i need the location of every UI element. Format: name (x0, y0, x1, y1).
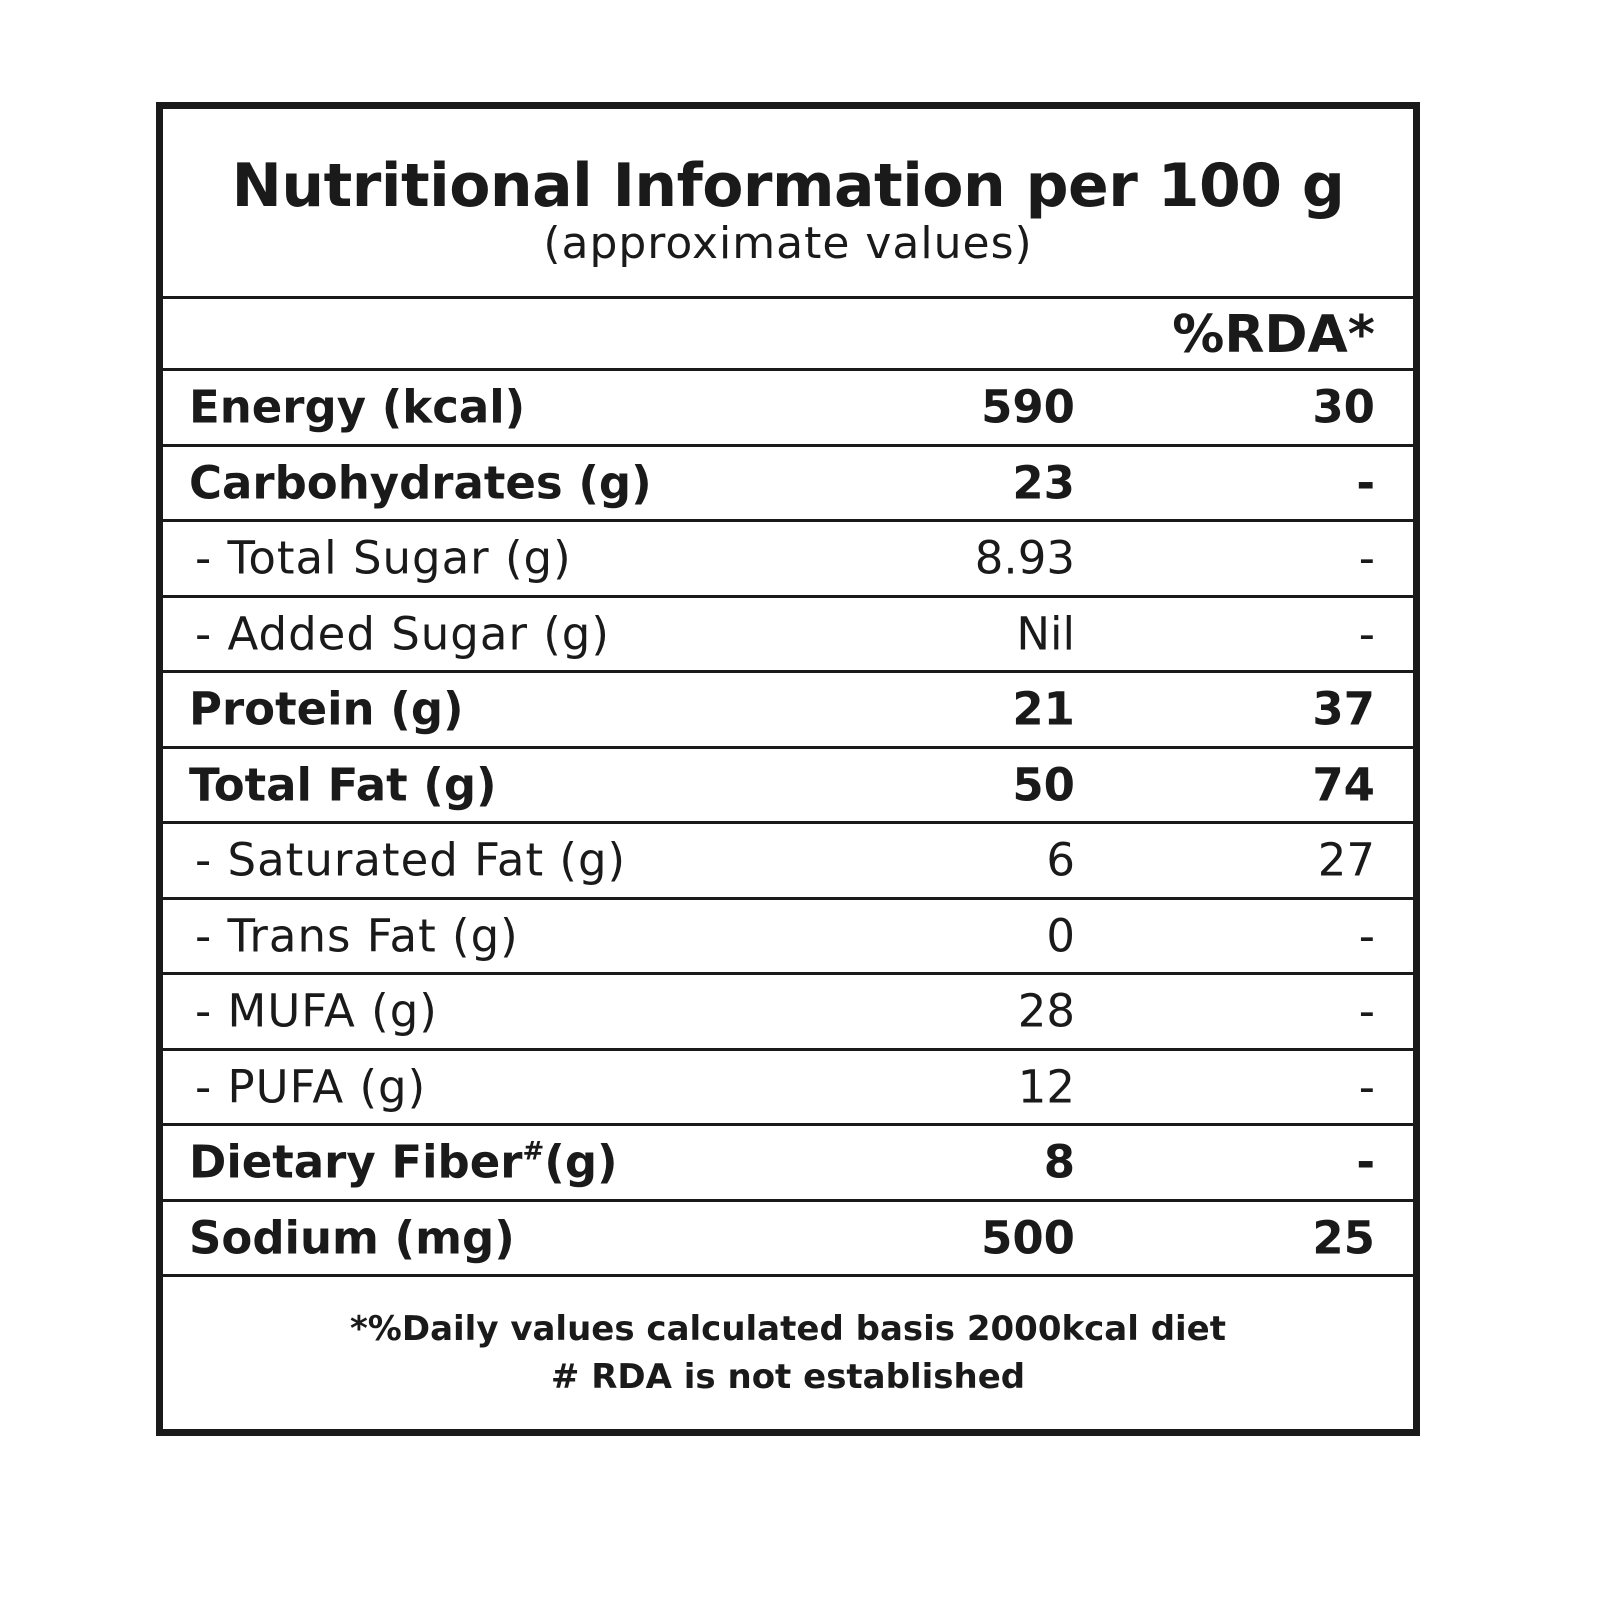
table-row-added-sugar: - Added Sugar (g) Nil - (163, 598, 1413, 673)
nutrient-rda: - (1358, 984, 1375, 1038)
nutrient-amount: 12 (1017, 1060, 1075, 1114)
table-header: Nutritional Information per 100 g (appro… (163, 109, 1413, 299)
nutrient-rda: 30 (1312, 380, 1375, 434)
table-row-dietary-fiber: Dietary Fiber#(g) 8 - (163, 1126, 1413, 1202)
nutrient-rda: 27 (1317, 833, 1375, 887)
nutrient-rda: 74 (1312, 758, 1375, 812)
nutrient-amount: 21 (1012, 682, 1075, 736)
table-row-total-sugar: - Total Sugar (g) 8.93 - (163, 522, 1413, 598)
nutrient-amount: 500 (981, 1211, 1075, 1265)
nutrient-label-unit: (g) (544, 1135, 618, 1189)
table-subtitle: (approximate values) (543, 218, 1033, 269)
nutrient-amount: 8 (1043, 1135, 1075, 1189)
column-header-row: %RDA* (163, 299, 1413, 371)
nutrient-amount: 6 (1046, 833, 1075, 887)
table-row-mufa: - MUFA (g) 28 - (163, 975, 1413, 1051)
rda-column-header: %RDA* (1172, 305, 1375, 365)
footnote-rda: # RDA is not established (550, 1357, 1026, 1397)
nutrient-rda: - (1358, 909, 1375, 963)
table-row-total-fat: Total Fat (g) 50 74 (163, 749, 1413, 824)
nutrition-table: Nutritional Information per 100 g (appro… (156, 102, 1420, 1436)
nutrient-amount: 23 (1012, 456, 1075, 510)
footnote-marker: # (522, 1136, 545, 1167)
table-row-trans-fat: - Trans Fat (g) 0 - (163, 900, 1413, 975)
table-row-saturated-fat: - Saturated Fat (g) 6 27 (163, 824, 1413, 900)
table-row-pufa: - PUFA (g) 12 - (163, 1051, 1413, 1126)
nutrient-label: - PUFA (g) (195, 1060, 427, 1114)
nutrient-label: - MUFA (g) (195, 984, 438, 1038)
nutrient-amount: 8.93 (974, 531, 1075, 585)
nutrient-rda: 37 (1312, 682, 1375, 736)
nutrient-label: Total Fat (g) (189, 758, 497, 812)
nutrient-label: - Total Sugar (g) (195, 531, 572, 585)
nutrient-label: Protein (g) (189, 682, 464, 736)
nutrient-amount: 50 (1012, 758, 1075, 812)
nutrient-label: Sodium (mg) (189, 1211, 515, 1265)
table-row-carbohydrates: Carbohydrates (g) 23 - (163, 447, 1413, 522)
nutrient-rda: - (1358, 531, 1375, 585)
table-footer: *%Daily values calculated basis 2000kcal… (163, 1277, 1413, 1401)
footnote-daily-values: *%Daily values calculated basis 2000kcal… (350, 1309, 1226, 1349)
table-title: Nutritional Information per 100 g (231, 151, 1345, 221)
nutrient-label: - Trans Fat (g) (195, 909, 519, 963)
nutrient-label-main: Dietary Fiber (189, 1135, 523, 1189)
nutrient-rda: 25 (1312, 1211, 1375, 1265)
nutrient-amount: 28 (1017, 984, 1075, 1038)
nutrient-label: Energy (kcal) (189, 380, 526, 434)
nutrient-rda: - (1358, 607, 1375, 661)
nutrient-rda: - (1356, 456, 1375, 510)
nutrient-label: Dietary Fiber#(g) (189, 1136, 618, 1189)
nutrient-label: Carbohydrates (g) (189, 456, 652, 510)
nutrient-rda: - (1356, 1135, 1375, 1189)
nutrient-amount: Nil (1016, 607, 1075, 661)
table-row-sodium: Sodium (mg) 500 25 (163, 1202, 1413, 1277)
nutrient-amount: 0 (1046, 909, 1075, 963)
nutrient-rda: - (1358, 1060, 1375, 1114)
table-row-energy: Energy (kcal) 590 30 (163, 371, 1413, 447)
nutrient-amount: 590 (981, 380, 1075, 434)
table-row-protein: Protein (g) 21 37 (163, 673, 1413, 749)
nutrient-label: - Added Sugar (g) (195, 607, 610, 661)
nutrient-label: - Saturated Fat (g) (195, 833, 627, 887)
